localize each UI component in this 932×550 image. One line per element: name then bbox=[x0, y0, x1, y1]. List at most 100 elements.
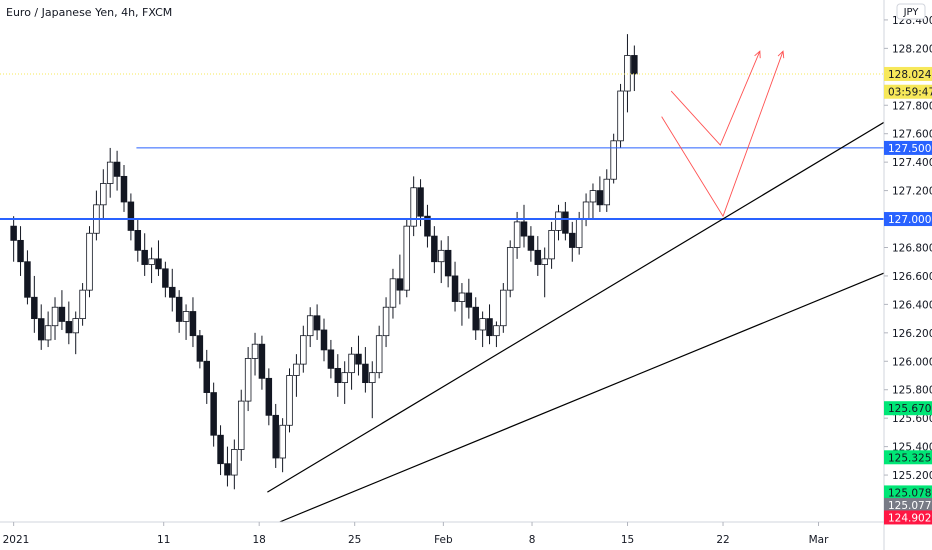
time-axis[interactable]: 2021 11 18 25 Feb 8 15 22 Mar bbox=[3, 522, 829, 546]
candle-body bbox=[155, 258, 162, 270]
candle-body bbox=[217, 434, 224, 465]
price-tag-box bbox=[884, 510, 932, 525]
candle-body bbox=[431, 235, 438, 263]
candle-body bbox=[86, 232, 93, 291]
price-tag-box bbox=[884, 401, 932, 416]
candle-body bbox=[348, 353, 355, 374]
price-tag-label: 03:59:47 bbox=[888, 87, 932, 99]
time-tick-label: 15 bbox=[621, 534, 634, 546]
candle-body bbox=[569, 232, 576, 248]
candle-body bbox=[244, 358, 252, 402]
candle-body bbox=[258, 343, 266, 379]
candle-body bbox=[231, 449, 238, 476]
candle-body bbox=[562, 211, 569, 234]
candle-body bbox=[237, 400, 245, 450]
price-tick-label: 127.800 bbox=[892, 100, 932, 112]
price-tick-label: 126.400 bbox=[892, 299, 932, 311]
candle-body bbox=[610, 140, 617, 180]
candle-body bbox=[417, 187, 424, 217]
candle-body bbox=[513, 221, 521, 248]
arrows bbox=[661, 50, 785, 218]
price-tick-label: 125.800 bbox=[892, 385, 932, 397]
candle-body bbox=[375, 335, 383, 374]
candle-body bbox=[458, 292, 466, 302]
time-tick-label: Feb bbox=[434, 534, 453, 546]
candle-body bbox=[189, 311, 197, 337]
time-tick-label: 11 bbox=[157, 534, 170, 546]
candle-body bbox=[65, 321, 73, 334]
candle-body bbox=[31, 296, 38, 320]
projection-arrow bbox=[670, 51, 761, 146]
candle-body bbox=[44, 325, 52, 341]
candle-body bbox=[113, 161, 121, 177]
candle-body bbox=[500, 289, 507, 327]
candle-body bbox=[424, 215, 431, 237]
time-tick-label: Mar bbox=[809, 534, 829, 546]
price-tag-label: 127.000 bbox=[888, 214, 931, 226]
arrow-head bbox=[777, 50, 785, 59]
price-tick-label: 126.200 bbox=[892, 328, 932, 340]
candle-body bbox=[493, 325, 500, 337]
candle-body bbox=[300, 335, 307, 365]
time-tick-label: 2021 bbox=[3, 534, 30, 546]
price-tag-box bbox=[884, 212, 932, 227]
candle-body bbox=[506, 247, 514, 291]
candle-body bbox=[389, 278, 397, 308]
price-tick-label: 126.800 bbox=[892, 242, 932, 254]
candle-body bbox=[451, 275, 459, 302]
candle-body bbox=[127, 201, 135, 231]
candle-body bbox=[403, 225, 411, 291]
price-tags: 128.02403:59:47127.500127.000125.670125.… bbox=[884, 66, 932, 525]
candle-body bbox=[624, 55, 631, 92]
candle-body bbox=[106, 161, 114, 184]
price-axis[interactable]: 128.400128.200127.800127.600127.400127.2… bbox=[884, 15, 932, 482]
candle-body bbox=[203, 360, 211, 393]
projection-arrow bbox=[661, 51, 784, 218]
price-tag-label: 125.077 bbox=[888, 500, 931, 512]
price-tick-label: 125.200 bbox=[892, 470, 932, 482]
candle-body bbox=[306, 315, 314, 337]
price-tag-box bbox=[884, 497, 932, 512]
candle-body bbox=[196, 335, 204, 362]
price-tag-box bbox=[884, 140, 932, 155]
candle-body bbox=[486, 318, 493, 337]
candle-body bbox=[79, 289, 86, 320]
arrow-head bbox=[754, 50, 761, 59]
candle-body bbox=[355, 353, 362, 365]
chart-title: Euro / Japanese Yen, 4h, FXCM bbox=[6, 6, 172, 19]
price-tick-label: 125.600 bbox=[892, 413, 932, 425]
candle-body bbox=[617, 90, 624, 142]
candle-body bbox=[575, 218, 583, 248]
price-tag-box bbox=[884, 84, 932, 99]
candle-body bbox=[437, 249, 445, 263]
candle-body bbox=[341, 372, 348, 384]
price-tick-label: 126.000 bbox=[892, 356, 932, 368]
price-tag-label: 125.325 bbox=[888, 452, 931, 464]
time-tick-label: 22 bbox=[716, 534, 729, 546]
candle-body bbox=[313, 315, 321, 331]
trendline-lower bbox=[279, 272, 885, 523]
candle-body bbox=[582, 201, 590, 220]
candle-body bbox=[534, 249, 542, 265]
currency-badge[interactable]: JPY bbox=[896, 3, 926, 20]
currency-badge-label: JPY bbox=[903, 7, 920, 18]
candle-body bbox=[548, 230, 555, 260]
price-tick-label: 126.600 bbox=[892, 271, 932, 283]
candle-body bbox=[175, 296, 183, 322]
candle-body bbox=[210, 392, 217, 436]
candle-body bbox=[555, 211, 562, 231]
candle-body bbox=[251, 343, 259, 359]
candle-body bbox=[520, 221, 528, 237]
currency-badge-box bbox=[896, 3, 926, 20]
candle-body bbox=[444, 249, 452, 277]
candle-body bbox=[631, 55, 638, 75]
candle-body bbox=[293, 363, 300, 376]
price-tag-label: 128.024 bbox=[888, 69, 932, 81]
candle-body bbox=[396, 278, 404, 291]
candle-body bbox=[17, 239, 24, 263]
time-tick-label: 18 bbox=[253, 534, 266, 546]
candle-body bbox=[37, 318, 45, 341]
candle-body bbox=[100, 183, 107, 206]
